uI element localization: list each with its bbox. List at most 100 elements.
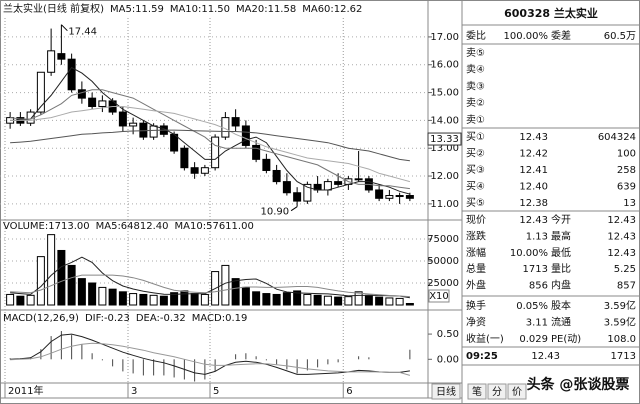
tab[interactable] <box>507 383 527 400</box>
buy-label: 买① <box>466 131 485 143</box>
indicator-line <box>10 342 411 376</box>
quote-label: 量比 <box>551 263 571 275</box>
y-tick-label: 14.00 <box>430 115 459 126</box>
quote-label: 外盘 <box>466 279 486 292</box>
volume-bar <box>200 293 209 306</box>
candle-body <box>272 169 281 183</box>
candle-body <box>375 189 384 199</box>
candle-body <box>293 192 302 202</box>
watermark: 头条 @张谈股票 <box>527 376 630 393</box>
volume-bar <box>159 295 168 306</box>
y-tick-label: 0.00 <box>437 354 459 365</box>
indicator-line <box>10 129 410 162</box>
quote-value: 108.0 <box>607 334 636 345</box>
candle-body <box>231 117 240 127</box>
buy-label: 买③ <box>466 164 485 176</box>
y-tick-label: 15.00 <box>430 88 459 99</box>
candle-body <box>323 181 332 191</box>
sell-label: 卖③ <box>466 80 485 92</box>
quote-value: 12.43 <box>607 215 636 226</box>
buy-price: 12.38 <box>519 198 548 209</box>
volume-bar <box>252 291 261 306</box>
cursor-label: 13.33 <box>430 134 459 145</box>
tab[interactable] <box>467 383 487 400</box>
volume-bar <box>149 294 158 306</box>
high-pointer <box>61 24 68 32</box>
buy-volume: 100 <box>617 149 636 160</box>
candle-body <box>252 144 261 160</box>
quote-label: PE(动) <box>551 333 581 345</box>
volume-bar <box>282 292 291 306</box>
buy-volume: 13 <box>623 198 636 209</box>
pane-title: VOLUME:1713.00 <box>3 221 90 232</box>
candle-body <box>98 100 107 107</box>
quote-value: 12.43 <box>607 231 636 242</box>
volume-bar <box>67 264 76 306</box>
quote-value: 10.00% <box>510 248 548 259</box>
candle-body <box>67 58 76 91</box>
indicator-line <box>10 106 411 183</box>
tab-label[interactable]: 价 <box>512 386 522 398</box>
tab[interactable] <box>431 383 461 400</box>
volume-bar <box>313 294 322 306</box>
volume-bar <box>6 293 15 306</box>
quote-value: 3.11 <box>526 317 548 328</box>
y-tick-label: 0.50 <box>437 329 459 340</box>
volume-bar <box>88 282 97 306</box>
quote-value: 1713 <box>523 264 548 275</box>
candle-body <box>385 195 394 199</box>
volume-bar <box>395 297 404 306</box>
quote-label: 股本 <box>551 299 571 312</box>
legend-entry: DEA:-0.32 <box>136 313 186 324</box>
tick-time: 09:25 <box>466 351 498 362</box>
quote-value: 857 <box>617 281 636 292</box>
quote-value: 100.00% <box>504 31 549 42</box>
quote-label: 收益(一) <box>466 332 504 345</box>
volume-bar <box>262 293 271 306</box>
tab[interactable] <box>487 383 507 400</box>
tab-label[interactable]: 笔 <box>472 385 482 398</box>
quote-value: 3.59亿 <box>604 299 636 312</box>
indicator-line <box>10 89 410 190</box>
volume-bar <box>77 278 86 306</box>
legend-entry: MA10:11.50 <box>170 4 230 15</box>
buy-label: 买④ <box>466 181 485 193</box>
y-tick-label: 11.00 <box>430 199 459 210</box>
volume-bar <box>385 297 394 306</box>
quote-value: 0.05% <box>516 301 548 312</box>
tab-label[interactable]: 分 <box>492 386 502 398</box>
volume-bar <box>221 264 230 306</box>
candle-body <box>334 181 343 185</box>
buy-price: 12.42 <box>519 149 548 160</box>
quote-value: 12.43 <box>519 215 548 226</box>
pane-title: MACD(12,26,9) <box>3 313 79 324</box>
y-tick-label: 75000 <box>427 234 459 245</box>
quote-value: 5.25 <box>614 264 636 275</box>
buy-label: 买② <box>466 148 485 160</box>
unit-label: X10 <box>429 291 449 302</box>
volume-bar <box>170 292 179 306</box>
volume-bar <box>98 286 107 306</box>
volume-bar <box>303 293 312 306</box>
volume-bar <box>129 293 138 306</box>
legend-entry: MA5:64812.40 <box>96 221 169 232</box>
candle-body <box>36 71 45 113</box>
quote-label: 现价 <box>466 214 486 226</box>
x-tick-label: 6 <box>346 386 352 397</box>
quote-title: 600328 兰太实业 <box>504 6 598 20</box>
y-tick-label: 12.00 <box>430 171 459 182</box>
quote-value: 60.5万 <box>604 31 636 42</box>
sell-label: 卖④ <box>466 64 485 76</box>
candle-body <box>77 89 86 99</box>
candle-body <box>211 136 220 169</box>
volume-bar <box>272 293 281 306</box>
quote-label: 最低 <box>551 246 571 259</box>
tab-label[interactable]: 日线 <box>436 385 456 398</box>
candle-body <box>303 183 312 202</box>
legend-entry: MA5:11.59 <box>110 4 164 15</box>
candle-body <box>190 167 199 174</box>
volume-bar <box>354 291 363 306</box>
buy-label: 买⑤ <box>466 197 485 209</box>
candle-body <box>180 147 189 169</box>
legend-entry: MA10:57611.00 <box>175 221 254 232</box>
